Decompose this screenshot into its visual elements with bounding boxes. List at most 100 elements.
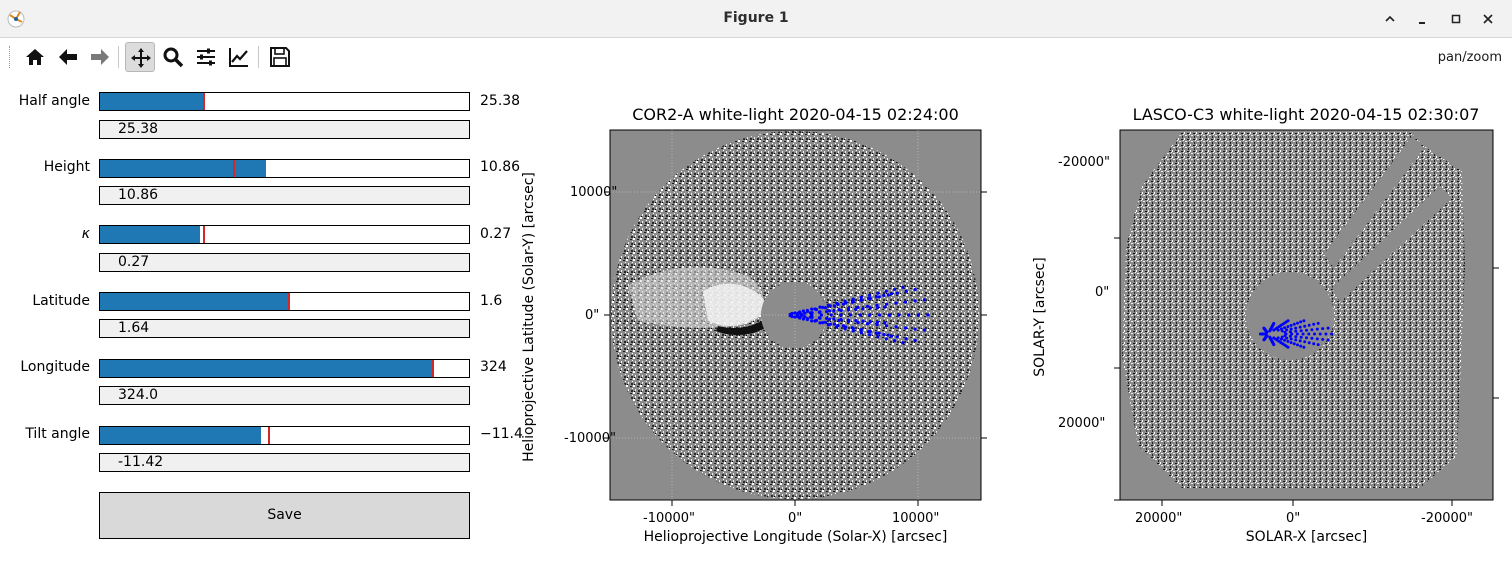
model-point [821, 305, 825, 309]
cor2-xtick-label: 10000" [892, 511, 940, 526]
slider-track[interactable] [99, 225, 470, 244]
model-point [1279, 337, 1283, 341]
lasco-model-points [1258, 319, 1334, 349]
edit-axes-button[interactable] [224, 42, 254, 72]
model-point [1285, 328, 1289, 332]
model-point [895, 291, 899, 295]
model-point [823, 306, 827, 310]
model-point [839, 313, 843, 317]
cor2-ytick-label: -10000" [564, 431, 617, 446]
model-point [1316, 321, 1320, 325]
model-point [876, 291, 880, 295]
slider-track[interactable] [99, 159, 470, 178]
cor2-image-plot[interactable] [598, 126, 994, 508]
model-point [876, 320, 880, 324]
slider-label: Height [43, 159, 90, 175]
minimize-icon [1419, 22, 1425, 24]
model-point [1312, 342, 1316, 346]
window-title: Figure 1 [723, 10, 789, 26]
model-point [1262, 338, 1266, 342]
model-point [1288, 334, 1292, 338]
model-point [1307, 323, 1311, 327]
save-figure-button[interactable] [265, 42, 295, 72]
close-button[interactable] [1476, 8, 1500, 30]
model-point [798, 310, 802, 314]
model-point [1313, 332, 1316, 336]
model-point [904, 289, 908, 293]
lasco-occulter [1246, 272, 1334, 360]
matplotlib-app-icon [7, 10, 25, 28]
model-point [868, 306, 872, 310]
model-point [877, 295, 881, 299]
maximize-button[interactable] [1444, 8, 1468, 30]
model-point [827, 309, 832, 313]
toolbar-separator [258, 46, 259, 68]
model-point [1288, 330, 1292, 334]
slider-value: −11.4 [480, 426, 523, 442]
save-button[interactable]: Save [99, 492, 470, 539]
model-point [1258, 332, 1262, 336]
model-point [1315, 327, 1319, 331]
toolbar-mode-label: pan/zoom [1437, 50, 1502, 65]
cor2-occulter [761, 282, 827, 348]
model-point [868, 333, 872, 337]
slider-track[interactable] [99, 426, 470, 445]
title-bar: Figure 1 [0, 0, 1512, 38]
model-point [1292, 322, 1296, 326]
close-icon [1483, 14, 1493, 24]
model-point [861, 307, 865, 311]
model-point [1305, 328, 1308, 332]
cor2-xtick-label: 0" [788, 511, 803, 526]
model-point [876, 335, 880, 339]
cor2-ytick-label: 0" [585, 308, 600, 323]
slider-text-box[interactable]: 1.64 [99, 319, 470, 338]
model-point [897, 313, 901, 317]
forward-arrow-icon [91, 49, 109, 65]
lasco-image-plot[interactable] [1112, 126, 1510, 508]
slider-text-box[interactable]: -11.42 [99, 453, 470, 472]
minimize-window-button[interactable] [1410, 8, 1434, 30]
model-point [851, 327, 855, 331]
model-point [1299, 335, 1303, 339]
model-point [884, 337, 888, 341]
home-button[interactable] [20, 42, 50, 72]
slider-text-box[interactable]: 10.86 [99, 186, 470, 205]
slider-track[interactable] [99, 359, 470, 378]
slider-track[interactable] [99, 292, 470, 311]
model-point [901, 341, 905, 345]
model-point [1321, 337, 1325, 341]
slider-fill [100, 226, 200, 243]
model-point [821, 321, 825, 325]
slider-track[interactable] [99, 92, 470, 111]
slider-init-marker [203, 93, 205, 110]
figure-canvas[interactable]: Half angle 25.38 25.38 Height 10.86 10.8… [0, 76, 1512, 578]
back-button[interactable] [53, 42, 83, 72]
model-point [874, 331, 878, 335]
model-point [886, 333, 890, 337]
model-point [913, 299, 917, 303]
model-point [1316, 343, 1320, 347]
slider-fill [100, 360, 432, 377]
model-point [1286, 345, 1290, 349]
lasco-plot-title: LASCO-C3 white-light 2020-04-15 02:30:07 [1132, 105, 1480, 124]
model-point [839, 317, 843, 322]
model-point [1283, 330, 1287, 334]
lasco-ytick-label: -20000" [1058, 155, 1111, 170]
slider-value: 25.38 [480, 93, 521, 109]
pan-button[interactable] [125, 42, 155, 72]
zoom-button[interactable] [158, 42, 188, 72]
model-point [813, 319, 817, 323]
model-point [1289, 341, 1293, 345]
model-point [1294, 338, 1298, 342]
slider-text-box[interactable]: 0.27 [99, 253, 470, 272]
slider-text-box[interactable]: 324.0 [99, 386, 470, 405]
configure-subplots-button[interactable] [191, 42, 221, 72]
slider-text-box[interactable]: 25.38 [99, 120, 470, 139]
model-point [859, 298, 863, 302]
model-point [851, 299, 855, 303]
forward-button[interactable] [85, 42, 115, 72]
model-point [823, 320, 827, 324]
slider-value: 324 [480, 359, 507, 375]
minimize-button[interactable] [1378, 8, 1402, 30]
toolbar-grip [9, 46, 13, 68]
